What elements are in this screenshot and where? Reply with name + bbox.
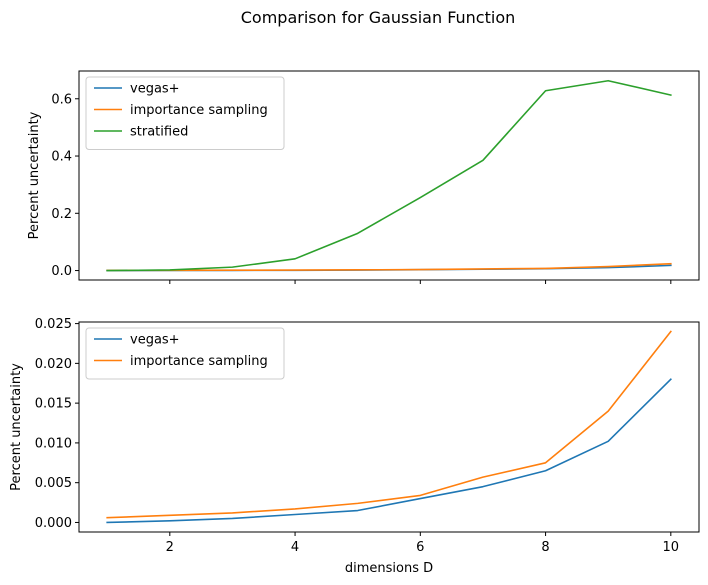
legend: vegas+ importance sampling stratified [85, 76, 285, 150]
legend-label: importance sampling [130, 354, 268, 369]
x-tick-label: 6 [416, 540, 424, 555]
subplot-2: 2 4 6 8 10 0.000 0.005 0.010 0.015 0.020 0.025 Perc… [9, 317, 700, 576]
legend: vegas+ importance sampling [85, 327, 285, 380]
x-tick-label: 10 [663, 540, 680, 555]
y-tick-label: 0.6 [51, 92, 72, 107]
subplot-1: 0.0 0.2 0.4 0.6 Percent uncertainty vegas+ imp… [27, 70, 700, 284]
y-tick-label: 0.015 [35, 397, 72, 412]
series-line-2 [106, 262, 672, 272]
x-axis-label: dimensions D [345, 561, 433, 576]
y-tick-label: 0.005 [35, 476, 72, 491]
y-tick-label: 0.000 [35, 516, 72, 531]
y-axis-label: Percent uncertainty [27, 111, 42, 239]
legend-label: vegas+ [130, 333, 180, 348]
x-tick-label: 8 [541, 540, 549, 555]
x-tick-label: 2 [166, 540, 174, 555]
legend-label: vegas+ [130, 82, 180, 97]
series-line-2 [106, 330, 672, 519]
legend-box [85, 327, 285, 380]
y-tick-label: 0.2 [51, 207, 72, 222]
series-line-3 [106, 79, 672, 272]
x-tick-label: 4 [291, 540, 299, 555]
legend-label: stratified [130, 125, 188, 140]
legend-label: importance sampling [130, 103, 268, 118]
axes-frame [78, 70, 700, 281]
series-line-1 [106, 378, 672, 524]
figure-title: Comparison for Gaussian Function [241, 8, 516, 27]
y-tick-label: 0.0 [51, 264, 72, 279]
axes-frame [78, 321, 700, 533]
legend-box [85, 76, 285, 150]
y-tick-label: 0.025 [35, 317, 72, 332]
y-tick-label: 0.020 [35, 357, 72, 372]
y-tick-label: 0.010 [35, 436, 72, 451]
y-tick-label: 0.4 [51, 150, 72, 165]
plots-container: 0.0 0.2 0.4 0.6 Percent uncertainty vegas+ imp… [9, 70, 700, 576]
y-axis-label: Percent uncertainty [9, 363, 24, 491]
